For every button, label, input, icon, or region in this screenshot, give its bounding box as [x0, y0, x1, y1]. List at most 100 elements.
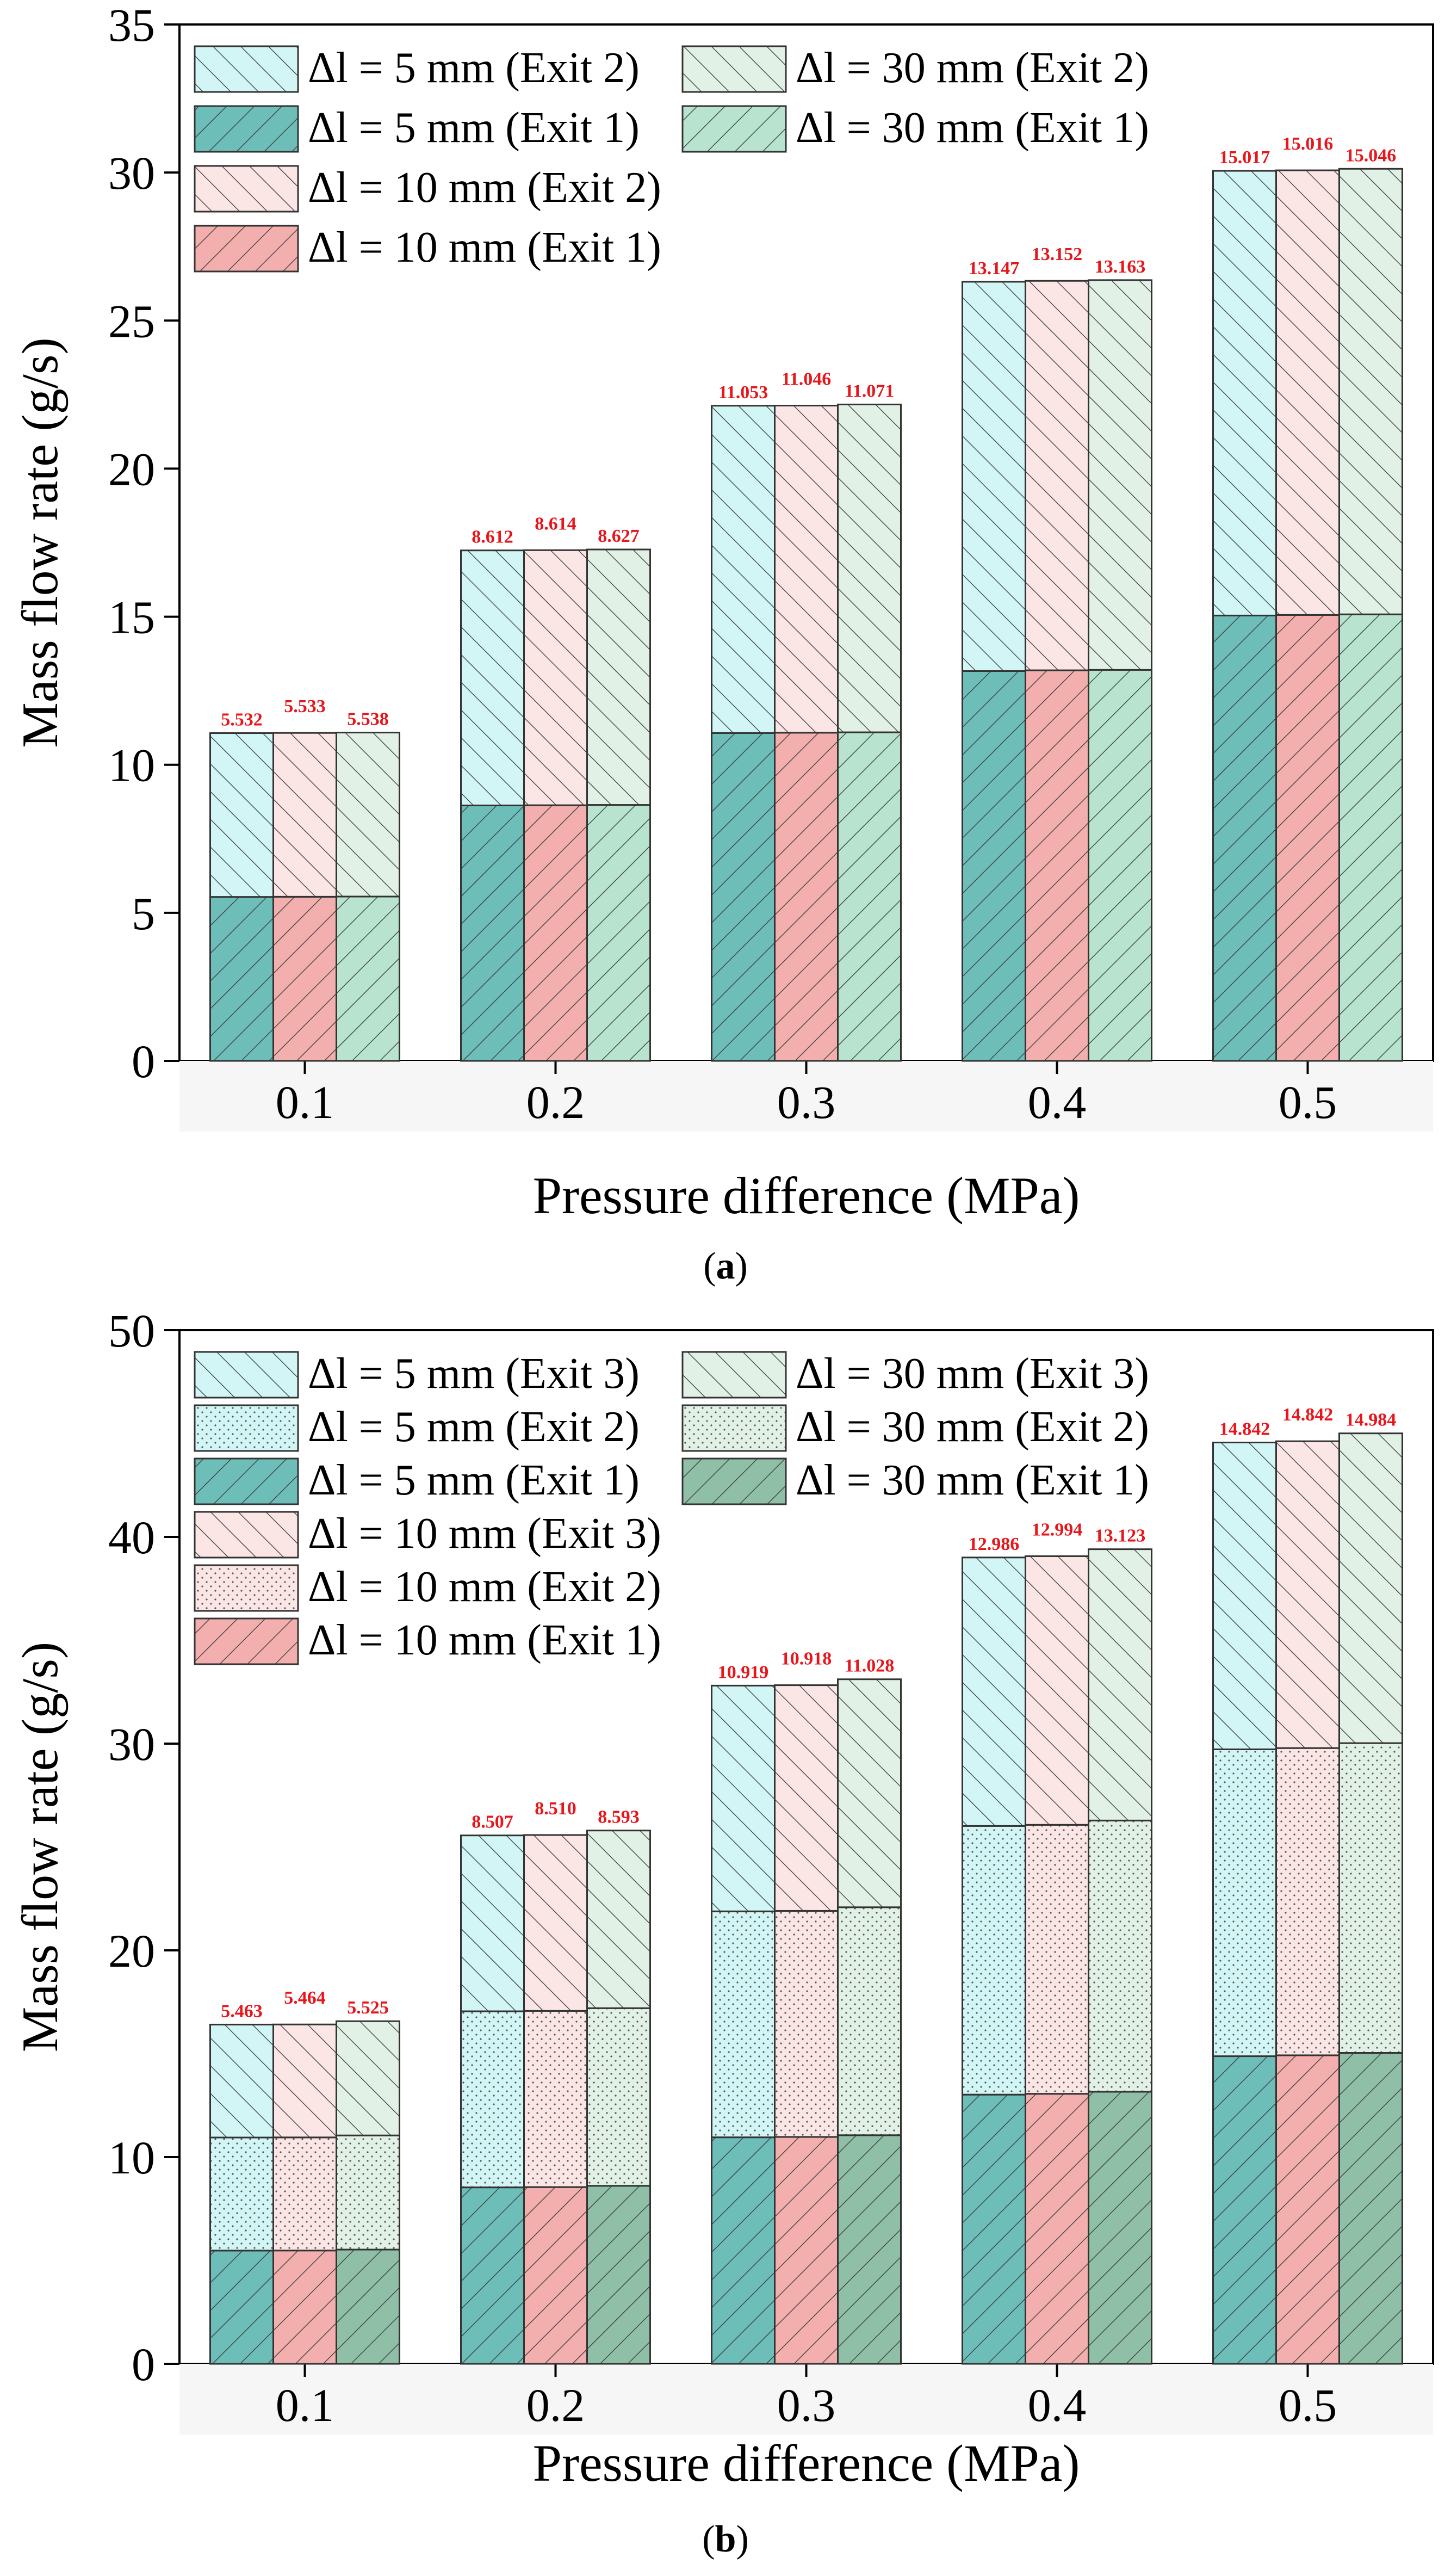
- bar-segment-10mm-exit1: [774, 732, 839, 1062]
- legend-item: Δl = 30 mm (Exit 3): [681, 1350, 1149, 1399]
- x-tick-label: 0.1: [276, 1076, 334, 1128]
- data-label: 8.593: [598, 1807, 640, 1827]
- y-tick-label: 30: [108, 1718, 155, 1770]
- data-label: 5.464: [284, 1988, 326, 2008]
- bar-segment-30mm-exit3: [336, 2020, 400, 2136]
- bar-segment-10mm-exit2: [774, 1910, 839, 2138]
- bar-segment-30mm-exit2: [1338, 1742, 1403, 2054]
- bar-segment-10mm-exit1: [1025, 2093, 1089, 2365]
- bar-segment-30mm-exit1: [837, 2134, 902, 2365]
- data-label: 8.510: [535, 1799, 576, 1819]
- legend-label: Δl = 10 mm (Exit 1): [308, 224, 661, 271]
- data-label: 11.071: [845, 381, 895, 401]
- x-tick-label: 0.2: [526, 1076, 585, 1128]
- bar-segment-30mm-exit2: [1088, 279, 1152, 671]
- data-label: 8.627: [598, 526, 640, 546]
- legend: Δl = 5 mm (Exit 2) Δl = 5 mm (Exit 1) Δl =…: [194, 44, 1149, 273]
- bar-segment-5mm-exit1: [460, 2186, 525, 2365]
- legend-swatch: [681, 105, 787, 153]
- bar-segment-5mm-exit1: [460, 804, 525, 1062]
- x-tick-label: 0.5: [1279, 1076, 1337, 1128]
- data-label: 10.919: [718, 1662, 769, 1682]
- bar-segment-30mm-exit1: [336, 2248, 400, 2365]
- bar-segment-10mm-exit2: [1275, 169, 1340, 616]
- legend-item: Δl = 10 mm (Exit 1): [194, 224, 661, 273]
- bar-segment-10mm-exit3: [1025, 1555, 1089, 1826]
- bar-segment-10mm-exit1: [1025, 669, 1089, 1062]
- data-label: 13.163: [1095, 257, 1146, 277]
- bar-segment-30mm-exit2: [837, 1906, 902, 2136]
- legend-swatch: [681, 1404, 787, 1452]
- legend-item: Δl = 30 mm (Exit 2): [681, 1403, 1149, 1452]
- data-label: 13.123: [1095, 1526, 1146, 1546]
- legend-swatch: [194, 1617, 299, 1665]
- bar-segment-30mm-exit1: [1088, 2091, 1152, 2365]
- bar-segment-30mm-exit1: [1088, 669, 1152, 1062]
- data-label: 14.842: [1219, 1419, 1270, 1439]
- data-label: 11.046: [782, 369, 832, 390]
- x-tick-label: 0.3: [777, 2379, 836, 2431]
- legend-item: Δl = 5 mm (Exit 2): [194, 44, 640, 93]
- y-tick-label: 30: [108, 147, 155, 199]
- legend-swatch: [194, 45, 299, 93]
- bar-segment-30mm-exit2: [336, 732, 400, 898]
- data-label: 14.842: [1282, 1405, 1334, 1425]
- bar-segment-5mm-exit1: [1212, 2055, 1277, 2365]
- data-label: 12.994: [1032, 1519, 1083, 1540]
- y-tick-label: 5: [132, 887, 155, 940]
- legend-label: Δl = 5 mm (Exit 1): [308, 104, 640, 152]
- bar-segment-10mm-exit3: [774, 1684, 839, 1912]
- bar-segment-30mm-exit2: [837, 403, 902, 733]
- bar-segment-10mm-exit2: [272, 732, 337, 898]
- legend-swatch: [194, 1404, 299, 1452]
- legend-swatch: [194, 1351, 299, 1399]
- x-axis-label: Pressure difference (MPa): [533, 2434, 1080, 2492]
- bar-segment-5mm-exit3: [209, 2023, 274, 2139]
- data-label: 15.016: [1282, 134, 1334, 154]
- data-label: 14.984: [1345, 1410, 1397, 1430]
- y-axis-label: Mass flow rate (g/s): [12, 1642, 69, 2052]
- bar-segment-30mm-exit1: [336, 895, 400, 1062]
- chart-panel-a: 0 5 10 15 20 25 30 35 Mass flow rate (g/s) 0.1 5.5…: [12, 0, 1434, 1287]
- bar-segment-10mm-exit3: [523, 1834, 588, 2012]
- legend-label: Δl = 30 mm (Exit 2): [796, 44, 1149, 92]
- bar-segment-10mm-exit3: [272, 2023, 337, 2139]
- bar-segment-30mm-exit2: [586, 2007, 651, 2187]
- bar-segment-5mm-exit2: [711, 405, 776, 734]
- legend-swatch: [194, 165, 299, 213]
- x-tick-label: 0.4: [1028, 2379, 1087, 2431]
- bar-segment-30mm-exit1: [586, 804, 651, 1062]
- data-label: 8.612: [472, 527, 513, 547]
- legend-label: Δl = 5 mm (Exit 2): [308, 44, 640, 92]
- panel-label: (a): [703, 1245, 748, 1287]
- y-axis-label: Mass flow rate (g/s): [12, 337, 69, 748]
- legend-label: Δl = 30 mm (Exit 1): [796, 104, 1149, 152]
- legend-item: Δl = 10 mm (Exit 2): [194, 1563, 661, 1612]
- legend-swatch: [194, 105, 299, 153]
- bar-segment-30mm-exit3: [586, 1830, 651, 2009]
- bar-segment-30mm-exit1: [1338, 613, 1403, 1062]
- legend-item: Δl = 5 mm (Exit 1): [194, 104, 640, 153]
- legend-item: Δl = 10 mm (Exit 2): [194, 164, 661, 213]
- y-tick-label: 20: [108, 443, 155, 495]
- data-label: 5.525: [347, 1998, 389, 2018]
- y-tick-label: 35: [108, 0, 155, 51]
- data-label: 12.986: [969, 1534, 1020, 1554]
- bar-segment-10mm-exit1: [272, 2250, 337, 2365]
- legend-swatch: [194, 1457, 299, 1505]
- bar-segment-5mm-exit2: [460, 549, 525, 806]
- data-label: 11.028: [845, 1656, 895, 1676]
- data-label: 8.507: [472, 1812, 513, 1832]
- bar-segment-5mm-exit1: [1212, 614, 1277, 1062]
- data-label: 5.538: [347, 709, 389, 730]
- bar-segment-5mm-exit1: [209, 896, 274, 1062]
- y-tick-label: 10: [108, 2132, 155, 2184]
- bar-segment-30mm-exit3: [1088, 1548, 1152, 1821]
- y-tick-label: 0: [132, 2338, 155, 2390]
- legend-label: Δl = 5 mm (Exit 1): [308, 1456, 640, 1504]
- x-tick-label: 0.1: [276, 2379, 334, 2431]
- legend-swatch: [681, 1457, 787, 1505]
- legend-swatch: [194, 1564, 299, 1612]
